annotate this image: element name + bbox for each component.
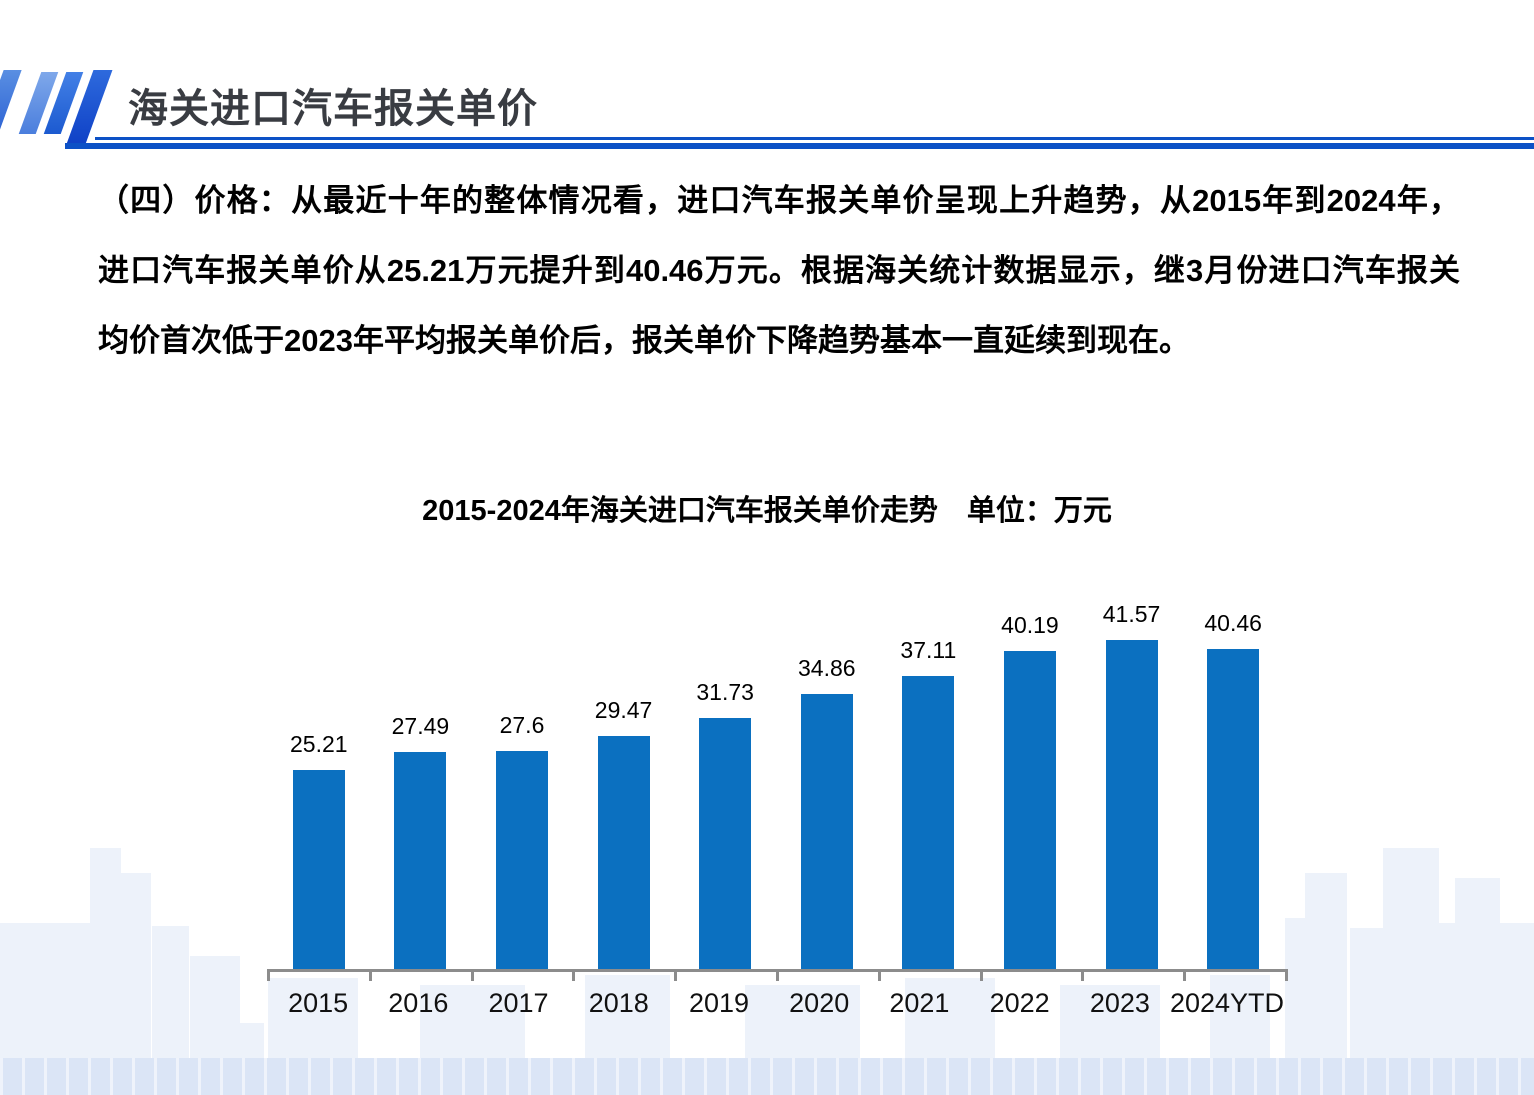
axis-tick (368, 969, 372, 981)
axis-tick (267, 969, 270, 981)
x-axis-label: 2020 (789, 988, 850, 1018)
x-axis-label: 2024YTD (1169, 988, 1285, 1018)
bar (1003, 651, 1056, 971)
bar-slot: 29.47 (573, 600, 675, 971)
x-axis-label: 2019 (688, 988, 750, 1018)
x-axis-label: 2017 (488, 988, 549, 1018)
bar (394, 752, 447, 971)
axis-tick (1081, 969, 1085, 981)
header-rule-thin (95, 137, 1534, 140)
bar-slot: 40.46 (1182, 600, 1284, 971)
bar (1207, 649, 1260, 971)
bar-value-label: 31.73 (696, 679, 754, 705)
bar-value-label: 25.21 (290, 731, 348, 757)
bar-value-label: 40.46 (1204, 610, 1262, 636)
header: 海关进口汽车报关单价 (0, 0, 1534, 160)
bar (699, 718, 752, 971)
bar-slot: 27.49 (370, 600, 472, 971)
paragraph-line: 均价首次低于2023年平均报关单价后，报关单价下降趋势基本一直延续到现在。 (98, 323, 1190, 358)
bar (902, 676, 955, 971)
bar (800, 694, 853, 971)
skyline-building (90, 848, 121, 1095)
x-axis-label: 2023 (1089, 988, 1150, 1018)
paragraph-line: 进口汽车报关单价从25.21万元提升到40.46万元。根据海关统计数据显示，继3… (98, 253, 1460, 288)
bar-value-label: 29.47 (594, 697, 653, 723)
bar (597, 736, 650, 971)
axis-tick (470, 969, 474, 981)
bar-slot: 31.73 (674, 600, 776, 971)
axis-tick (776, 969, 779, 981)
bar-slot: 40.19 (979, 600, 1081, 971)
bar-value-label: 34.86 (797, 655, 856, 681)
axis-tick (979, 969, 983, 981)
x-axis-label: 2018 (588, 988, 649, 1018)
bar-value-label: 40.19 (1001, 612, 1059, 638)
axis-tick (572, 969, 576, 981)
x-axis-label: 2016 (388, 988, 449, 1018)
axis-tick (1285, 969, 1288, 981)
x-axis-labels: 2015 2016 2017 2018 2019 2020 2021 2022 2023 2024… (268, 988, 1284, 1019)
bar-value-label: 27.49 (391, 713, 450, 739)
page-title: 海关进口汽车报关单价 (128, 87, 538, 131)
bar (495, 751, 548, 971)
slashes-logo-icon (0, 0, 130, 150)
bar-slot: 37.11 (878, 600, 980, 971)
bar-slot: 34.86 (776, 600, 878, 971)
header-rule-thick (65, 143, 1534, 149)
bar-value-label: 37.11 (900, 637, 957, 663)
axis-tick (674, 969, 678, 981)
axis-tick (877, 969, 881, 981)
bars-row: 25.21 27.49 27.6 29.47 31.73 34.86 37.11 40.19 4… (268, 600, 1284, 971)
x-axis-label: 2022 (989, 988, 1050, 1018)
bar-slot: 25.21 (268, 600, 370, 971)
chart-title: 2015-2024年海关进口汽车报关单价走势 单位：万元 (422, 495, 1112, 527)
x-axis (267, 969, 1288, 981)
bar (292, 770, 345, 971)
bar-chart-plot-area: 25.21 27.49 27.6 29.47 31.73 34.86 37.11 40.19 4… (268, 600, 1284, 971)
bar-slot: 41.57 (1081, 600, 1183, 971)
skyline-base-band (0, 1058, 1534, 1095)
x-axis-label: 2015 (288, 988, 349, 1018)
body-paragraph: （四）价格：从最近十年的整体情况看，进口汽车报关单价呈现上升趋势，从2015年到… (98, 166, 1460, 376)
paragraph-line: （四）价格：从最近十年的整体情况看，进口汽车报关单价呈现上升趋势，从2015年到… (98, 183, 1460, 218)
bar-value-label: 27.6 (499, 712, 545, 738)
bar-slot: 27.6 (471, 600, 573, 971)
bar (1105, 640, 1158, 971)
x-axis-label: 2021 (889, 988, 950, 1018)
axis-tick (1183, 969, 1187, 981)
logo-stripe-edge (0, 70, 22, 134)
bar-value-label: 41.57 (1102, 601, 1161, 627)
